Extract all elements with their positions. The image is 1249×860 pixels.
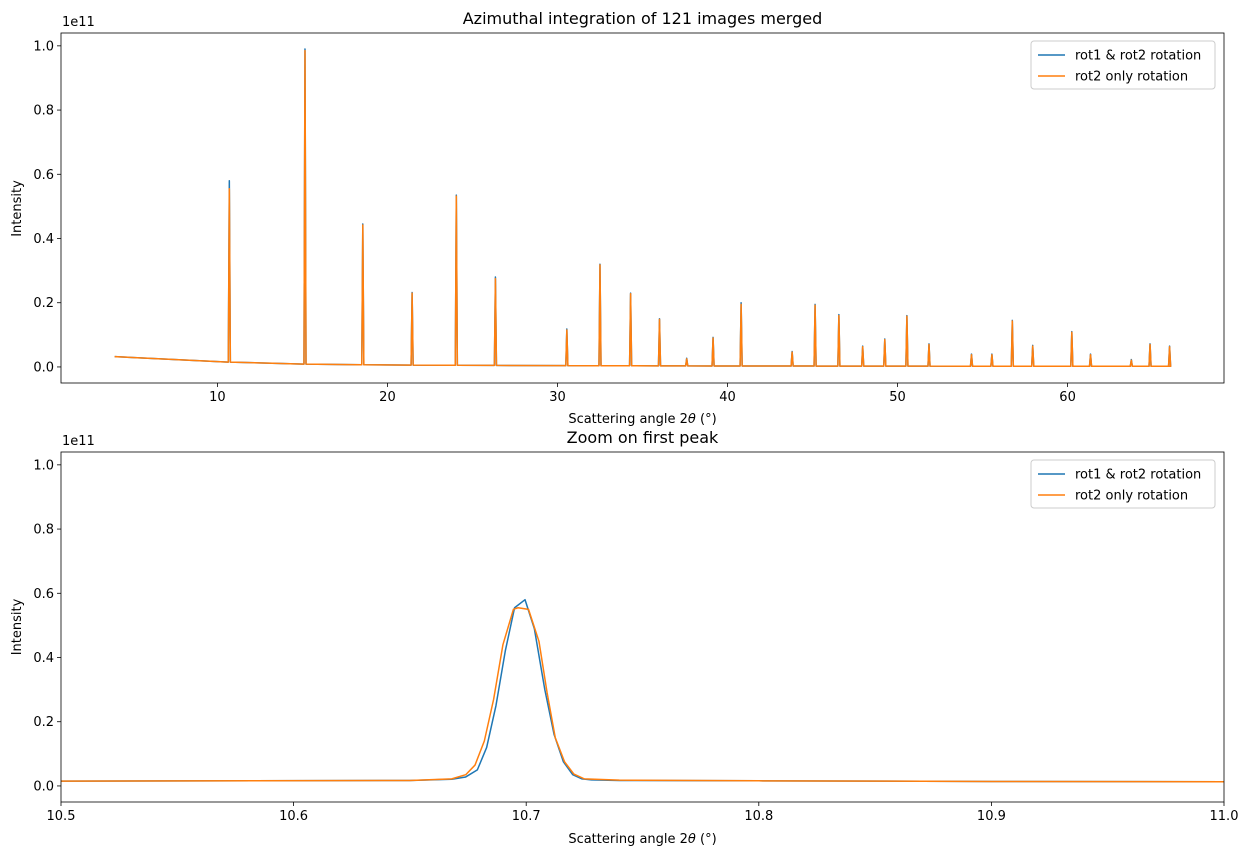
bottom-legend-frame xyxy=(1030,459,1216,509)
top-legend-frame xyxy=(1030,40,1216,90)
top-series-line-2 xyxy=(114,49,1172,368)
top-y-tick-label: 0.6 xyxy=(33,168,54,183)
bottom-x-tick-label: 11.0 xyxy=(1210,809,1239,824)
top-series-group xyxy=(114,48,1172,368)
top-y-tick-label: 1.0 xyxy=(33,39,54,54)
top-axes-frame xyxy=(60,32,1225,384)
top-y-tick-label: 0.0 xyxy=(33,360,54,375)
bottom-y-tick-label: 0.2 xyxy=(33,715,54,730)
bottom-legend-label-2: rot2 only rotation xyxy=(1075,489,1188,504)
bottom-y-tick-label: 0.4 xyxy=(33,651,54,666)
top-chart-title: Azimuthal integration of 121 images merg… xyxy=(463,9,823,28)
bottom-legend: rot1 & rot2 rotation rot2 only rotation xyxy=(1030,459,1216,509)
bottom-series-group xyxy=(61,598,1224,783)
bottom-y-tick-label: 0.0 xyxy=(33,779,54,794)
top-x-tick-label: 60 xyxy=(1059,390,1076,405)
bottom-chart-title: Zoom on first peak xyxy=(567,428,719,447)
bottom-x-axis-label: Scattering angle 2θ (°) xyxy=(568,832,716,847)
top-legend: rot1 & rot2 rotation rot2 only rotation xyxy=(1030,40,1216,90)
bottom-series-line-2 xyxy=(61,606,1224,783)
bottom-x-tick-label: 10.8 xyxy=(744,809,773,824)
top-x-tick-label: 50 xyxy=(889,390,906,405)
top-x-axis-label: Scattering angle 2θ (°) xyxy=(568,412,716,427)
bottom-plot-area: 10.5 10.6 10.7 10.8 10.9 11.0 0.0 0.2 0.4 0.6 0.8 1… xyxy=(33,451,1239,824)
top-y-tick-label: 0.2 xyxy=(33,296,54,311)
bottom-subplot: Zoom on first peak 1e11 10.5 10.6 10.7 10.8… xyxy=(10,428,1238,847)
top-x-tick-label: 20 xyxy=(379,390,396,405)
top-legend-label-1: rot1 & rot2 rotation xyxy=(1075,49,1201,64)
bottom-legend-label-1: rot1 & rot2 rotation xyxy=(1075,468,1201,483)
bottom-y-offset-label: 1e11 xyxy=(62,434,95,449)
bottom-x-tick-label: 10.6 xyxy=(279,809,308,824)
top-legend-label-2: rot2 only rotation xyxy=(1075,70,1188,85)
bottom-y-axis-label: Intensity xyxy=(10,598,25,655)
top-x-tick-label: 40 xyxy=(719,390,736,405)
top-x-tick-label: 30 xyxy=(549,390,566,405)
bottom-axes-frame xyxy=(60,451,1225,803)
top-subplot: Azimuthal integration of 121 images merg… xyxy=(10,9,1225,427)
top-plot-area: 10 20 30 40 50 60 0.0 0.2 0.4 0.6 0.8 1.0 rot1 & rot… xyxy=(33,32,1225,405)
bottom-y-tick-label: 0.8 xyxy=(33,523,54,538)
top-x-tick-label: 10 xyxy=(209,390,226,405)
bottom-x-tick-label: 10.9 xyxy=(977,809,1006,824)
bottom-x-tick-label: 10.5 xyxy=(47,809,76,824)
top-y-tick-label: 0.4 xyxy=(33,232,54,247)
top-y-offset-label: 1e11 xyxy=(62,15,95,30)
bottom-y-tick-label: 1.0 xyxy=(33,458,54,473)
bottom-x-tick-label: 10.7 xyxy=(512,809,541,824)
bottom-y-tick-label: 0.6 xyxy=(33,587,54,602)
top-y-tick-label: 0.8 xyxy=(33,104,54,119)
top-y-axis-label: Intensity xyxy=(10,180,25,237)
